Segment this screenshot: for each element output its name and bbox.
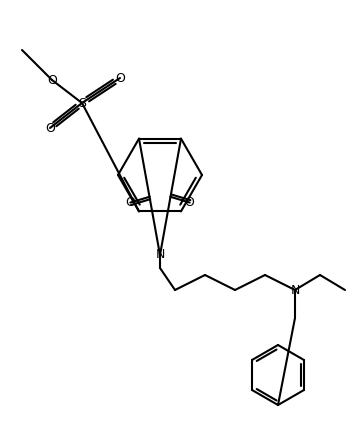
Text: O: O — [125, 196, 135, 209]
Text: S: S — [78, 96, 86, 109]
Text: O: O — [185, 196, 195, 209]
Text: O: O — [47, 74, 57, 86]
Text: N: N — [290, 283, 300, 296]
Text: O: O — [115, 72, 125, 85]
Text: N: N — [155, 248, 165, 261]
Text: O: O — [45, 122, 55, 134]
